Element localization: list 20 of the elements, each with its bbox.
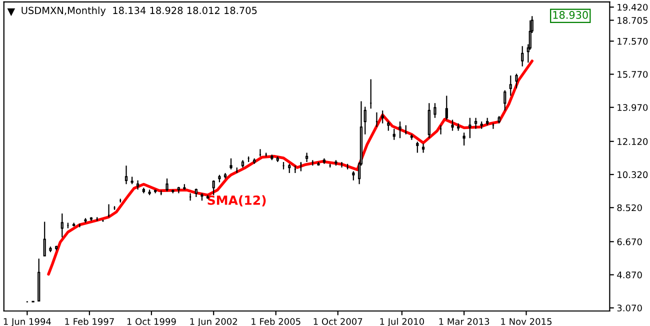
y-tick-label: 19.420 — [618, 4, 648, 11]
y-tick-label: 3.070 — [617, 304, 642, 312]
x-tick-label: 1 Feb 2005 — [252, 318, 300, 325]
x-tick-label: 1 Oct 2007 — [314, 318, 362, 325]
x-tick-label: 1 Feb 1997 — [65, 318, 114, 325]
annotation: 18.930 — [553, 11, 588, 19]
x-tick-label: 1 Oct 1999 — [127, 318, 176, 325]
y-tick-label: 13.970 — [618, 104, 648, 111]
chart-title: USDMXN,Monthly 18.134 18.928 18.012 18.705 — [22, 6, 257, 16]
y-tick-label: 4.870 — [617, 271, 642, 278]
y-tick-label: 12.120 — [618, 138, 648, 145]
y-tick-label: 8.520 — [617, 204, 642, 212]
y-tick-label: 6.670 — [617, 238, 642, 246]
y-tick-label: 18.705 — [618, 16, 648, 24]
annotation: SMA(12) — [208, 195, 266, 206]
y-tick-label: 10.320 — [618, 171, 648, 178]
y-tick-label: 15.770 — [618, 70, 648, 78]
x-tick-label: 1 Nov 2015 — [501, 318, 552, 325]
y-tick-label: 17.570 — [618, 38, 648, 45]
x-tick-label: 1 Mar 2013 — [439, 318, 490, 325]
